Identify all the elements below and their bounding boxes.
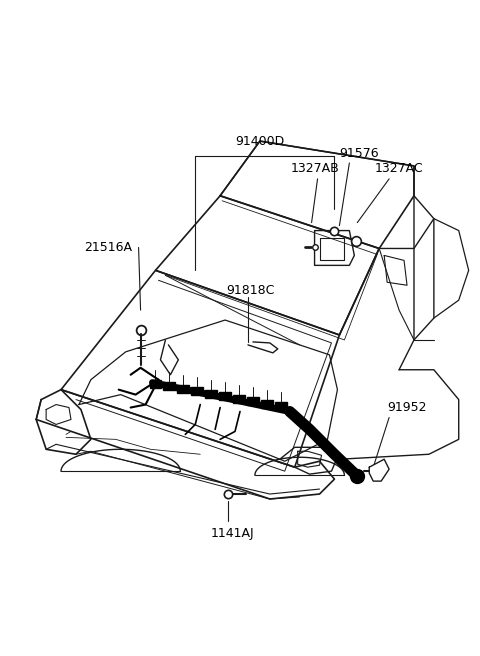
Text: 1141AJ: 1141AJ [210,527,254,541]
Bar [219,392,231,400]
Bar [150,380,161,388]
Text: 91400D: 91400D [235,134,285,148]
Bar [205,390,217,398]
Bar [233,395,245,403]
Text: 1327AC: 1327AC [375,163,423,175]
Bar [261,400,273,407]
Text: 91952: 91952 [387,401,427,414]
Bar [275,402,287,410]
Bar [247,397,259,405]
Bar [178,384,189,393]
Bar [192,387,203,395]
Text: 1327AB: 1327AB [290,163,339,175]
Bar [164,382,175,390]
Text: 21516A: 21516A [84,241,132,254]
Text: 91818C: 91818C [226,283,274,297]
Text: 91576: 91576 [339,146,379,159]
